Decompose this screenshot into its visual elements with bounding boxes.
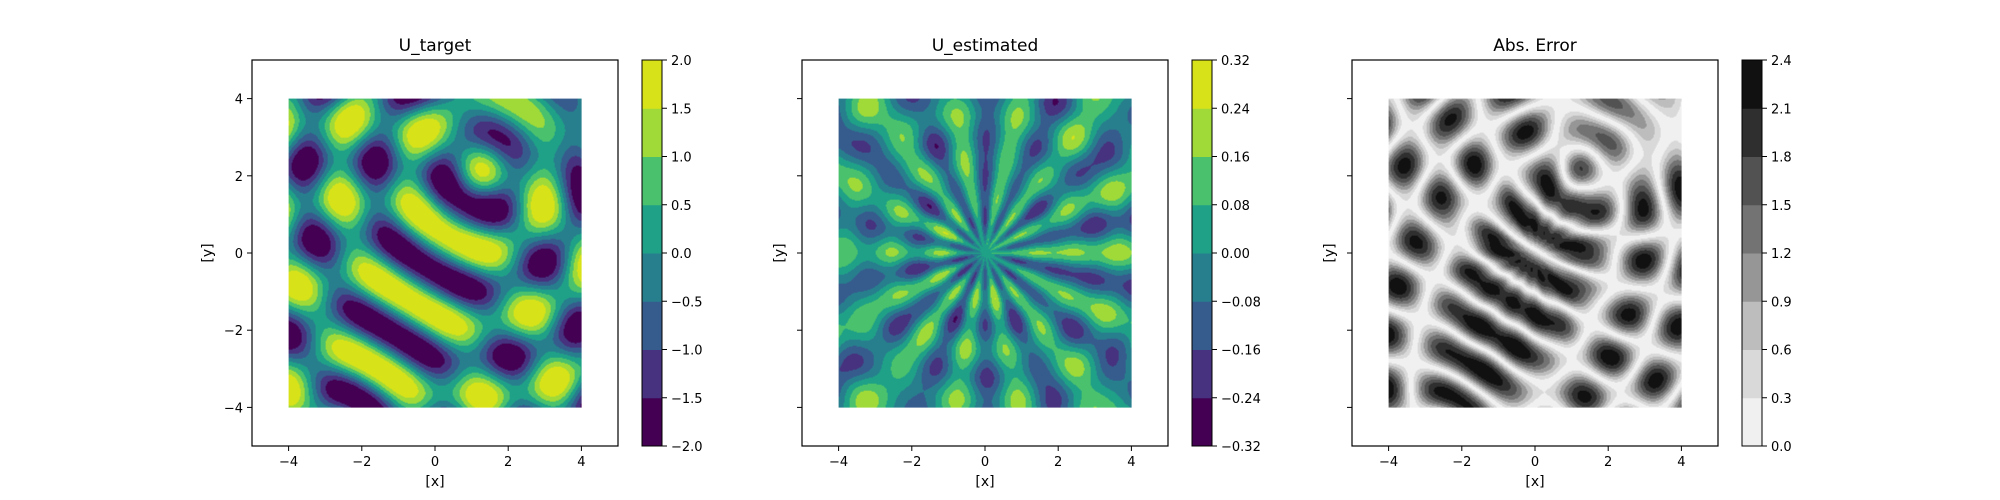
colorbar-segment (1742, 301, 1762, 350)
panel-3: Abs. Error −4 −2 0 2 4 [x] [y] 0.0 0.3 0.6 0.9 1.2 1.… (1322, 36, 1792, 490)
panel-1: U_target −4 −2 0 2 4 −4 −2 0 2 4 [x] [y] −2.0 −1.5 −1.0… (200, 36, 703, 490)
y-tick-label: −4 (224, 401, 243, 416)
colorbar-segment (642, 204, 662, 254)
colorbar-segment (642, 301, 662, 350)
x-tick-label: 0 (431, 455, 439, 470)
colorbar-segment (1742, 156, 1762, 206)
x-tick-label: 4 (577, 455, 585, 470)
colorbar-segment (1192, 156, 1212, 206)
colorbar-tick-label: 1.0 (671, 151, 692, 166)
colorbar-segment (1742, 253, 1762, 302)
panel-2: U_estimated−4 −2 0 2 4[x][y]−0.32−0.24−0.16−… (772, 36, 1261, 490)
colorbar-segment (1192, 204, 1212, 254)
x-tick-label: −4 (279, 455, 298, 470)
x-tick-label: −2 (902, 455, 921, 470)
x-tick-label: −4 (829, 455, 848, 470)
y-axis-label: [y] (1322, 243, 1338, 262)
heatmap-field (288, 98, 582, 408)
colorbar-tick-label: 0.0 (671, 247, 692, 262)
x-axis-label: [x] (975, 474, 994, 490)
colorbar-segment (1742, 397, 1762, 447)
colorbar-tick-label: −0.16 (1221, 344, 1261, 359)
colorbar-segment (1192, 349, 1212, 399)
colorbar-segment (1742, 108, 1762, 157)
heatmap-field (1388, 98, 1682, 408)
colorbar-tick-label: −0.24 (1221, 392, 1261, 407)
colorbar-tick-label: 0.9 (1771, 295, 1792, 310)
colorbar-tick-label: −0.5 (671, 295, 703, 310)
heatmap-field (838, 98, 1132, 408)
colorbar-tick-label: −1.5 (671, 392, 703, 407)
colorbar-tick-label: 0.3 (1771, 392, 1792, 407)
colorbar: 0.0 0.3 0.6 0.9 1.2 1.5 1.8 2.1 2.4 (1741, 54, 1792, 455)
colorbar-tick-label: 0.6 (1771, 344, 1792, 359)
x-tick-label: −2 (352, 455, 371, 470)
x-tick-label: −4 (1379, 455, 1398, 470)
colorbar-tick-label: 2.4 (1771, 54, 1792, 69)
colorbar-segment (1742, 349, 1762, 399)
x-tick-label: 4 (1677, 455, 1685, 470)
colorbar-segment (1192, 60, 1212, 109)
y-axis-label: [y] (772, 243, 788, 262)
colorbar-tick-label: 1.5 (671, 102, 692, 117)
x-tick-label: 0 (1531, 455, 1539, 470)
y-tick-label: 0 (235, 247, 243, 262)
x-tick-label: 2 (1054, 455, 1062, 470)
y-tick-label: 2 (235, 170, 243, 185)
colorbar-tick-label: 0.08 (1221, 199, 1250, 214)
colorbar-tick-label: −2.0 (671, 440, 703, 455)
colorbar-segment (642, 349, 662, 399)
colorbar-segment (1742, 204, 1762, 254)
colorbar-tick-label: −0.08 (1221, 295, 1261, 310)
colorbar-segment (1192, 301, 1212, 350)
x-tick-label: 0 (981, 455, 989, 470)
y-tick-label: 4 (235, 93, 243, 108)
colorbar-tick-label: 0.24 (1221, 102, 1250, 117)
colorbar-tick-label: −1.0 (671, 344, 703, 359)
colorbar: −0.32 −0.24 −0.16 −0.08 0.00 0.08 0.16 0.24 0.32 (1191, 54, 1261, 455)
colorbar-segment (1192, 397, 1212, 447)
colorbar: −2.0 −1.5 −1.0 −0.5 0.0 0.5 1.0 1.5 2.0 (641, 54, 703, 455)
x-tick-label: 2 (504, 455, 512, 470)
colorbar-tick-label: 0.00 (1221, 247, 1250, 262)
x-tick-label: 2 (1604, 455, 1612, 470)
colorbar-tick-label: 2.1 (1771, 102, 1792, 117)
colorbar-tick-label: 2.0 (671, 54, 692, 69)
colorbar-tick-label: 0.0 (1771, 440, 1792, 455)
colorbar-segment (1192, 108, 1212, 157)
colorbar-segment (642, 156, 662, 206)
x-tick-label: −2 (1452, 455, 1471, 470)
colorbar-segment (1192, 253, 1212, 302)
colorbar-tick-label: 1.2 (1771, 247, 1792, 262)
colorbar-segment (642, 60, 662, 109)
colorbar-segment (1742, 60, 1762, 109)
y-tick-label: −2 (224, 324, 243, 339)
colorbar-tick-label: 1.8 (1771, 151, 1792, 166)
chart-title: Abs. Error (1493, 36, 1577, 56)
colorbar-tick-label: 0.5 (671, 199, 692, 214)
colorbar-tick-label: 1.5 (1771, 199, 1792, 214)
colorbar-segment (642, 397, 662, 447)
colorbar-tick-label: −0.32 (1221, 440, 1261, 455)
x-tick-label: 4 (1127, 455, 1135, 470)
x-axis-label: [x] (425, 474, 444, 490)
colorbar-tick-label: 0.32 (1221, 54, 1250, 69)
colorbar-segment (642, 108, 662, 157)
colorbar-tick-label: 0.16 (1221, 151, 1250, 166)
chart-title: U_target (399, 36, 472, 56)
colorbar-segment (642, 253, 662, 302)
chart-title: U_estimated (932, 36, 1039, 56)
y-axis-label: [y] (200, 243, 216, 262)
x-axis-label: [x] (1525, 474, 1544, 490)
